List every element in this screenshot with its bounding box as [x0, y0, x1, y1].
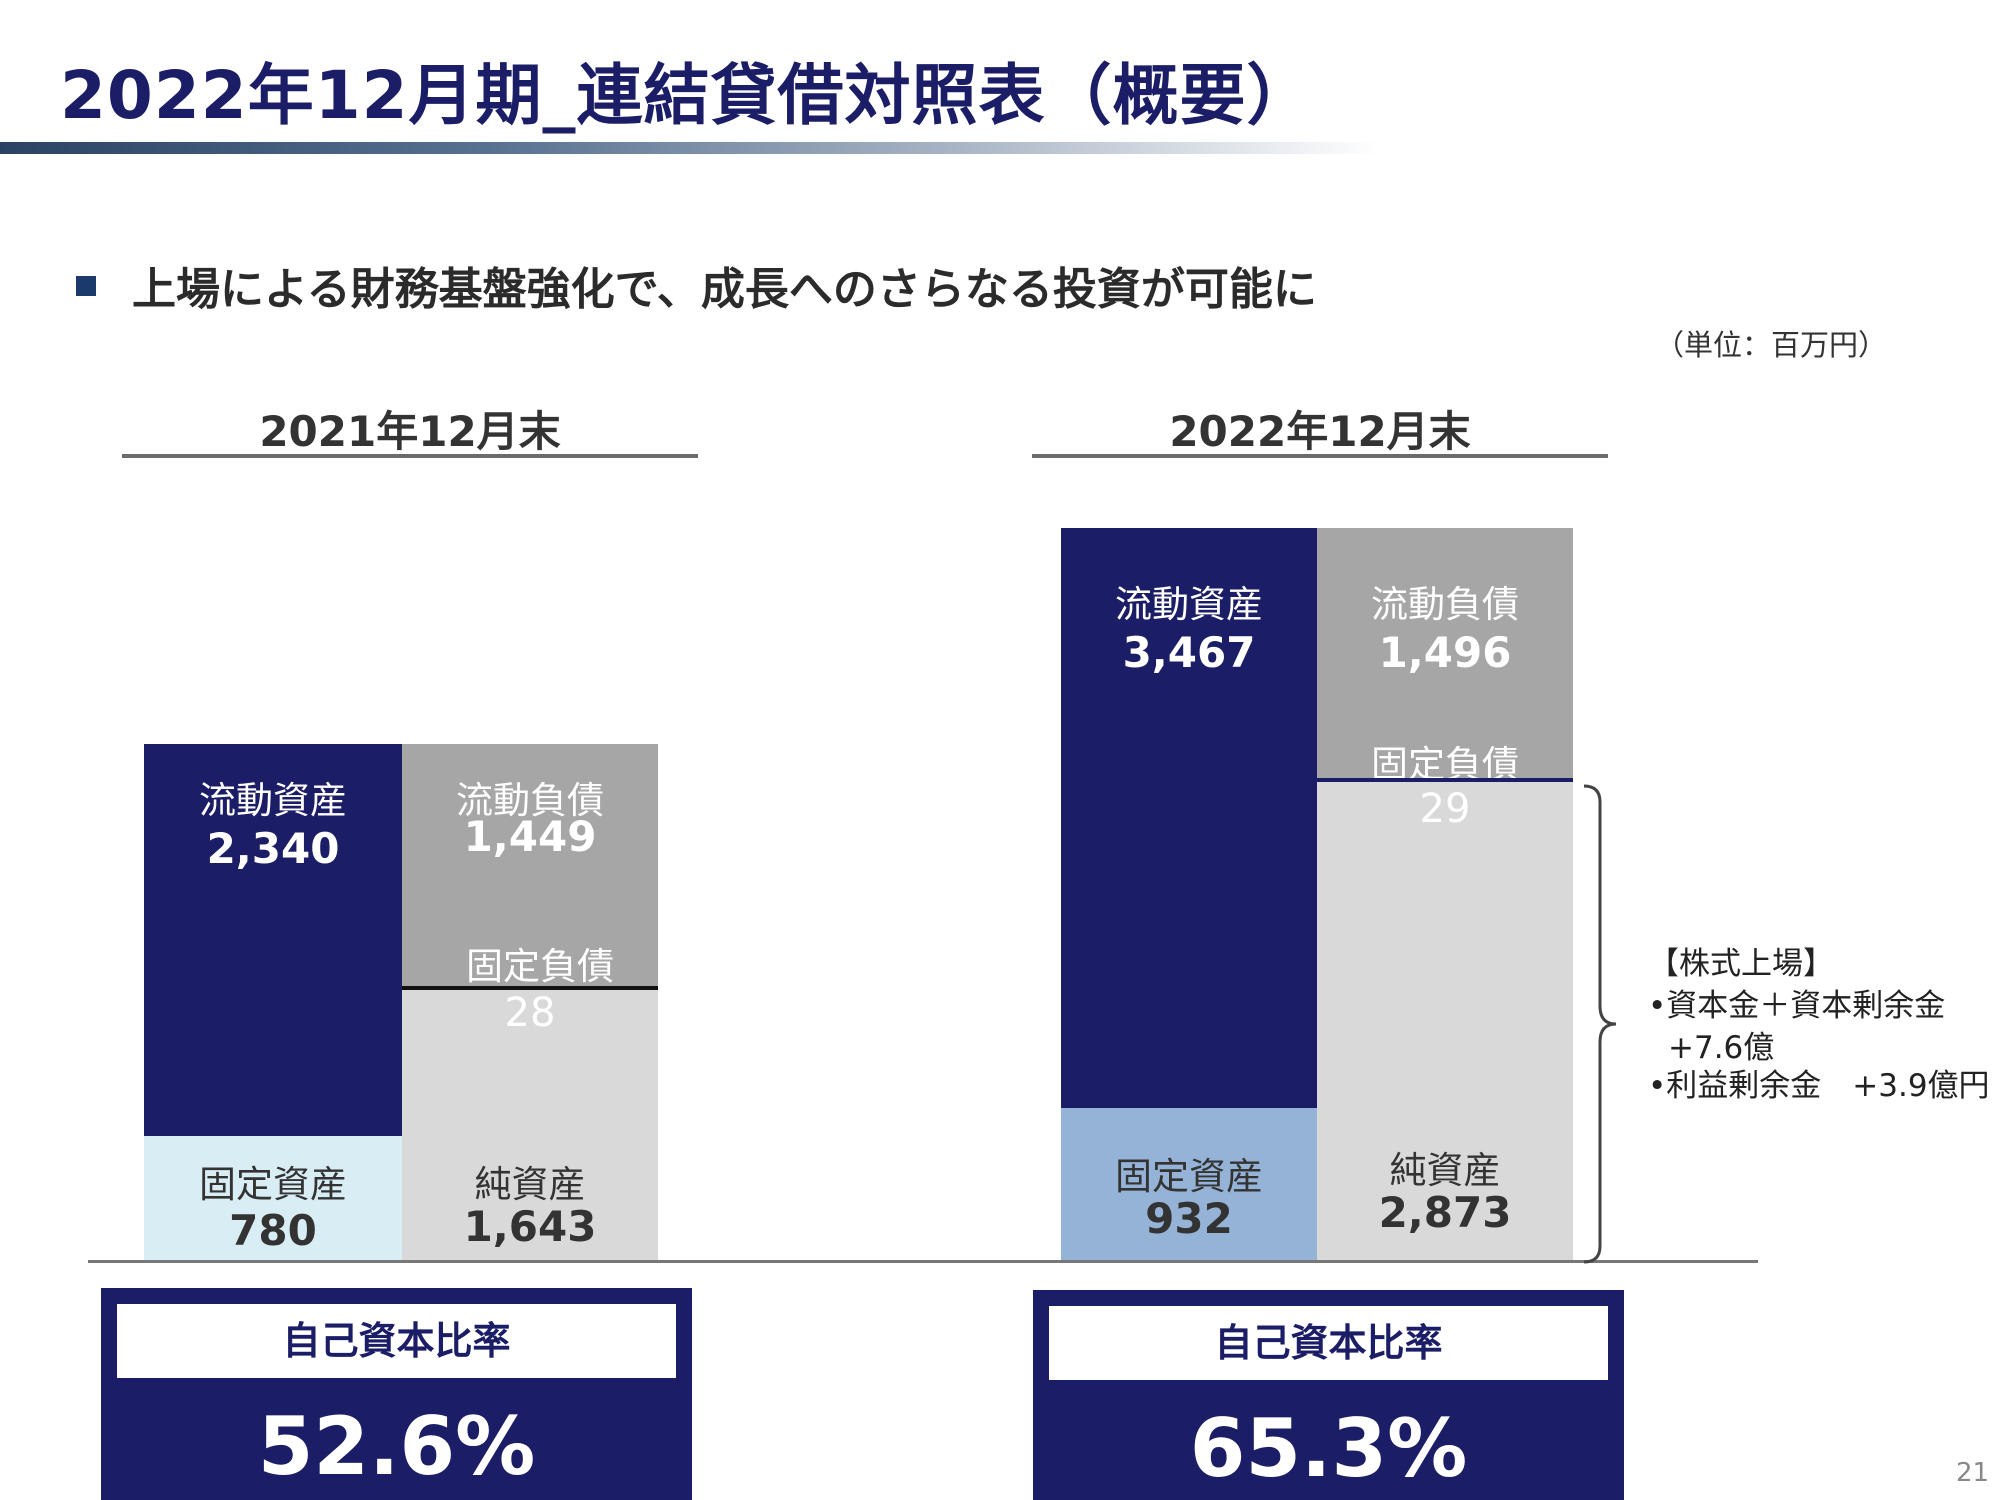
equity-ratio-label-2022: 自己資本比率	[1049, 1306, 1608, 1380]
label-current-liabilities-2022: 流動負債	[1371, 583, 1519, 626]
annotation-line-3: •利益剰余金 +3.9億円	[1648, 1068, 1990, 1104]
annotation-heading: 【株式上場】	[1648, 946, 1834, 982]
period-underline-2022	[1032, 454, 1608, 458]
brace-icon	[1583, 784, 1617, 1264]
bar-net-assets-2022: 29 純資産 2,873	[1317, 782, 1573, 1260]
title-underline	[0, 142, 1380, 154]
value-fixed-assets-2021: 780	[229, 1206, 317, 1255]
chart-baseline	[88, 1260, 1758, 1263]
fixed-liabilities-line-2021	[402, 986, 658, 990]
label-net-assets-2022: 純資産	[1389, 1149, 1501, 1192]
label-fixed-assets-2021: 固定資産	[199, 1163, 347, 1206]
unit-note: （単位：百万円）	[1655, 328, 1888, 362]
value-current-liabilities-2021: 1,449	[463, 812, 597, 861]
value-fixed-liabilities-2021: 28	[504, 990, 556, 1036]
label-fixed-liabilities-2021: 固定負債	[466, 945, 614, 988]
bullet-square-icon	[76, 276, 96, 296]
value-fixed-assets-2022: 932	[1145, 1194, 1233, 1243]
period-underline-2021	[122, 454, 698, 458]
value-net-assets-2022: 2,873	[1378, 1188, 1512, 1237]
bar-current-liabilities-2022: 流動負債 1,496 固定負債	[1317, 528, 1573, 786]
value-current-assets-2022: 3,467	[1122, 628, 1256, 677]
label-current-assets-2022: 流動資産	[1115, 583, 1263, 626]
value-fixed-liabilities-2022: 29	[1419, 786, 1471, 832]
page-title: 2022年12月期_連結貸借対照表（概要）	[60, 57, 1314, 134]
bar-current-assets-2022: 流動資産 3,467	[1061, 528, 1317, 1108]
label-net-assets-2021: 純資産	[474, 1163, 586, 1206]
label-fixed-assets-2022: 固定資産	[1115, 1155, 1263, 1198]
label-current-liabilities-2021: 流動負債	[456, 779, 604, 822]
value-current-assets-2021: 2,340	[206, 824, 340, 873]
bar-fixed-assets-2022: 固定資産 932	[1061, 1108, 1317, 1260]
page-number: 21	[1956, 1458, 1990, 1488]
bar-current-liabilities-2021: 流動負債 1,449 固定負債	[402, 744, 658, 988]
equity-ratio-box-2021: 自己資本比率 52.6%	[101, 1288, 692, 1500]
bar-fixed-assets-2021: 固定資産 780	[144, 1136, 402, 1260]
value-net-assets-2021: 1,643	[463, 1202, 597, 1251]
equity-ratio-value-2021: 52.6%	[257, 1400, 536, 1493]
equity-ratio-box-2022: 自己資本比率 65.3%	[1033, 1290, 1624, 1500]
period-label-2022: 2022年12月末	[1169, 407, 1471, 456]
equity-ratio-value-2022: 65.3%	[1189, 1402, 1468, 1495]
equity-ratio-label-2021: 自己資本比率	[117, 1304, 676, 1378]
headline: 上場による財務基盤強化で、成長へのさらなる投資が可能に	[132, 264, 1317, 315]
label-current-assets-2021: 流動資産	[199, 779, 347, 822]
bar-current-assets-2021: 流動資産 2,340	[144, 744, 402, 1136]
annotation-line-2: +7.6億	[1668, 1030, 1775, 1066]
value-current-liabilities-2022: 1,496	[1378, 628, 1512, 677]
period-label-2021: 2021年12月末	[259, 407, 561, 456]
bar-net-assets-2021: 28 純資産 1,643	[402, 990, 658, 1260]
fixed-liabilities-line-2022	[1317, 778, 1573, 782]
annotation-line-1: •資本金＋資本剰余金	[1648, 988, 1946, 1024]
